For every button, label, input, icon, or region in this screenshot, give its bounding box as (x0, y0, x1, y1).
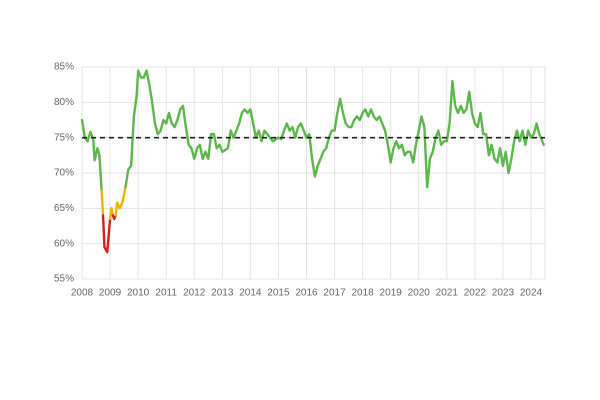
x-tick-label: 2008 (71, 288, 94, 299)
y-tick-label: 70% (54, 168, 74, 179)
y-tick-label: 55% (54, 274, 74, 285)
x-tick-label: 2020 (408, 288, 431, 299)
y-tick-label: 80% (54, 97, 74, 108)
y-tick-label: 60% (54, 238, 74, 249)
x-tick-label: 2018 (351, 288, 374, 299)
x-tick-label: 2012 (183, 288, 206, 299)
line-series (100, 189, 105, 217)
x-tick-label: 2016 (295, 288, 318, 299)
x-tick-label: 2022 (464, 288, 487, 299)
x-tick-label: 2023 (492, 288, 515, 299)
line-series (101, 214, 112, 254)
x-tick-label: 2010 (127, 288, 150, 299)
x-tick-label: 2017 (323, 288, 346, 299)
y-tick-label: 85% (54, 62, 74, 73)
line-series (124, 69, 545, 189)
x-tick-label: 2015 (267, 288, 290, 299)
x-tick-label: 2011 (155, 288, 177, 299)
line-series (114, 185, 127, 217)
y-tick-label: 75% (54, 132, 74, 143)
x-tick-label: 2009 (99, 288, 122, 299)
x-tick-label: 2014 (239, 288, 262, 299)
x-tick-label: 2019 (380, 288, 403, 299)
x-tick-label: 2024 (520, 288, 543, 299)
line-series (108, 207, 115, 221)
x-tick-label: 2021 (436, 288, 459, 299)
y-tick-label: 65% (54, 203, 74, 214)
x-tick-label: 2013 (211, 288, 234, 299)
line-series (111, 214, 117, 221)
line-series (80, 118, 103, 192)
